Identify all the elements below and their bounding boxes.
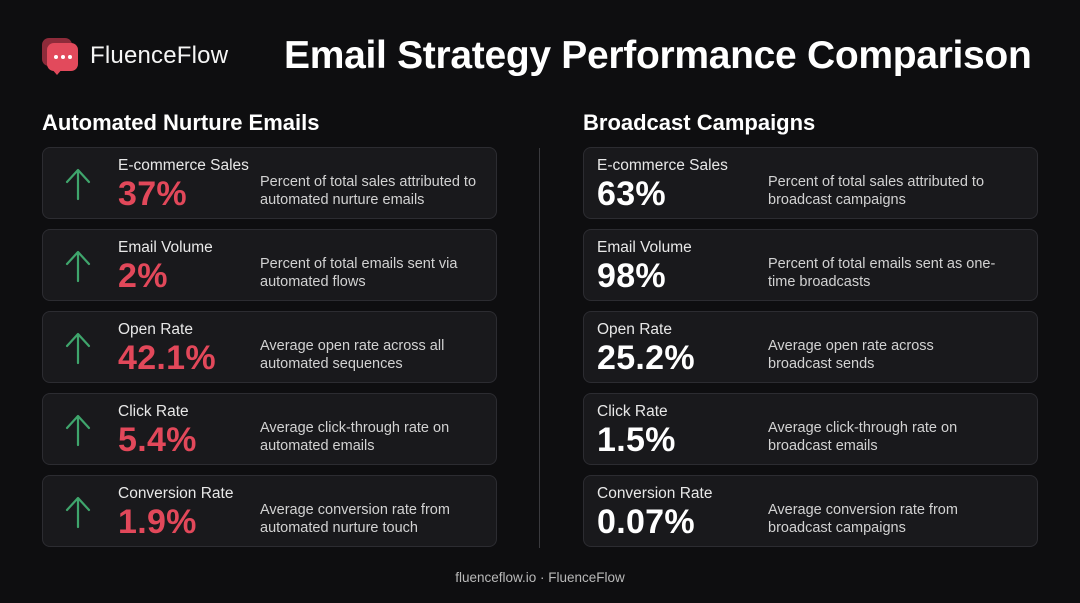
metric-value: 98% xyxy=(597,257,666,295)
page-title: Email Strategy Performance Comparison xyxy=(284,34,1032,77)
metric-card-conversion-rate: Conversion Rate 0.07% Average conversion… xyxy=(583,475,1038,547)
brand-logo: FluenceFlow xyxy=(42,38,229,75)
left-column-title: Automated Nurture Emails xyxy=(42,110,320,135)
metric-card-conversion-rate: Conversion Rate 1.9% Average conversion … xyxy=(42,475,497,547)
metric-value: 37% xyxy=(118,175,187,213)
metric-card-ecommerce-sales: E-commerce Sales 37% Percent of total sa… xyxy=(42,147,497,219)
metric-description: Percent of total sales attributed to aut… xyxy=(260,174,477,208)
metric-label: Click Rate xyxy=(597,403,668,420)
metric-value: 1.5% xyxy=(597,421,676,459)
metric-value: 25.2% xyxy=(597,339,695,377)
right-column-title: Broadcast Campaigns xyxy=(583,110,816,135)
metric-value: 2% xyxy=(118,257,168,295)
metric-card-open-rate: Open Rate 42.1% Average open rate across… xyxy=(42,311,497,383)
metric-label: Click Rate xyxy=(118,403,189,420)
automated-metrics-list: E-commerce Sales 37% Percent of total sa… xyxy=(42,147,497,547)
metric-label: Email Volume xyxy=(597,239,692,256)
metric-label: Open Rate xyxy=(118,321,193,338)
brand-name: FluenceFlow xyxy=(90,42,229,69)
arrow-up-icon xyxy=(65,250,91,283)
metric-description: Percent of total emails sent via automat… xyxy=(260,256,458,290)
arrow-up-icon xyxy=(65,414,91,447)
metric-card-open-rate: Open Rate 25.2% Average open rate across… xyxy=(583,311,1038,383)
metric-value: 5.4% xyxy=(118,421,197,459)
metric-card-ecommerce-sales: E-commerce Sales 63% Percent of total sa… xyxy=(583,147,1038,219)
metric-value: 42.1% xyxy=(118,339,216,377)
arrow-up-icon xyxy=(65,168,91,201)
chat-bubble-icon xyxy=(42,38,78,75)
metric-description: Average open rate across all automated s… xyxy=(260,338,445,372)
metric-label: Conversion Rate xyxy=(597,485,713,502)
metric-label: E-commerce Sales xyxy=(118,157,249,174)
metric-card-click-rate: Click Rate 1.5% Average click-through ra… xyxy=(583,393,1038,465)
metric-label: Email Volume xyxy=(118,239,213,256)
metric-description: Average click-through rate on automated … xyxy=(260,420,450,454)
footer-credit: fluenceflow.io · FluenceFlow xyxy=(455,570,625,585)
metric-description: Average conversion rate from broadcast c… xyxy=(768,502,958,536)
metric-description: Average open rate across broadcast sends xyxy=(768,338,934,372)
metric-value: 63% xyxy=(597,175,666,213)
metric-card-email-volume: Email Volume 98% Percent of total emails… xyxy=(583,229,1038,301)
column-divider xyxy=(539,148,540,548)
metric-label: Conversion Rate xyxy=(118,485,234,502)
metric-card-click-rate: Click Rate 5.4% Average click-through ra… xyxy=(42,393,497,465)
metric-description: Percent of total sales attributed to bro… xyxy=(768,174,985,208)
metric-description: Percent of total emails sent as one-time… xyxy=(768,256,996,290)
broadcast-metrics-list: E-commerce Sales 63% Percent of total sa… xyxy=(583,147,1038,547)
metric-label: E-commerce Sales xyxy=(597,157,728,174)
metric-value: 1.9% xyxy=(118,503,197,541)
metric-card-email-volume: Email Volume 2% Percent of total emails … xyxy=(42,229,497,301)
arrow-up-icon xyxy=(65,496,91,529)
metric-description: Average conversion rate from automated n… xyxy=(260,502,450,536)
metric-description: Average click-through rate on broadcast … xyxy=(768,420,958,454)
arrow-up-icon xyxy=(65,332,91,365)
metric-label: Open Rate xyxy=(597,321,672,338)
metric-value: 0.07% xyxy=(597,503,695,541)
